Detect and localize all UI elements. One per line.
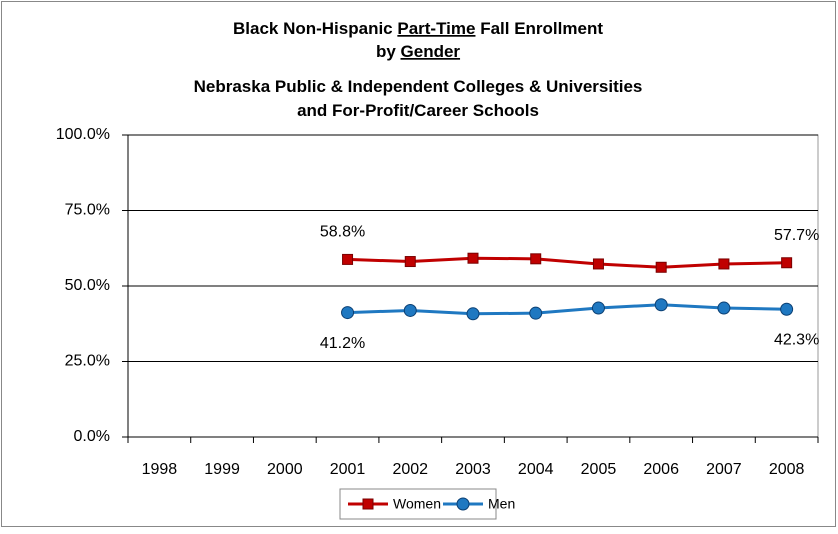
point [466,307,480,321]
point [404,256,416,268]
data-label: 58.8% [320,224,365,241]
chart-title: and For-Profit/Career Schools [297,101,539,120]
y-tick-label: 100.0% [56,126,110,143]
point [456,497,470,511]
legend-label: Women [393,496,441,512]
title-part: Fall Enrollment [475,19,603,38]
point [529,306,543,320]
title-part: Black Non-Hispanic [233,19,397,38]
data-label: 41.2% [320,335,365,352]
chart-title: Black Non-Hispanic Part-Time Fall Enroll… [233,19,603,38]
point [362,498,374,510]
legend-label: Men [488,496,515,512]
x-tick-label: 1998 [142,461,178,478]
point [530,253,542,265]
chart-title: Nebraska Public & Independent Colleges &… [194,77,643,96]
point [591,301,605,315]
x-tick-label: 2006 [643,461,679,478]
title-part: Part-Time [397,19,475,38]
point [780,302,794,316]
x-tick-label: 2008 [769,461,805,478]
point [403,303,417,317]
x-tick-label: 2004 [518,461,554,478]
y-tick-label: 75.0% [65,202,110,219]
x-tick-label: 2005 [581,461,617,478]
x-tick-label: 2007 [706,461,742,478]
data-label: 42.3% [774,331,819,348]
point [342,253,354,265]
point [781,257,793,269]
series-line [347,303,787,316]
x-tick-label: 2000 [267,461,303,478]
x-tick-label: 2003 [455,461,491,478]
data-label: 57.7% [774,227,819,244]
chart-title: by Gender [376,42,460,61]
x-tick-label: 2002 [392,461,428,478]
point [654,298,668,312]
point [718,258,730,270]
series-line [347,256,787,269]
title-part: Nebraska Public & Independent Colleges &… [194,77,643,96]
point [592,258,604,270]
title-part: and For-Profit/Career Schools [297,101,539,120]
point [717,301,731,315]
point [655,261,667,273]
title-part: by [376,42,401,61]
point [341,306,355,320]
x-tick-label: 2001 [330,461,366,478]
title-part: Gender [401,42,461,61]
point [467,252,479,264]
y-tick-label: 25.0% [65,353,110,370]
x-tick-label: 1999 [204,461,240,478]
y-tick-label: 50.0% [65,277,110,294]
y-tick-label: 0.0% [74,428,110,445]
